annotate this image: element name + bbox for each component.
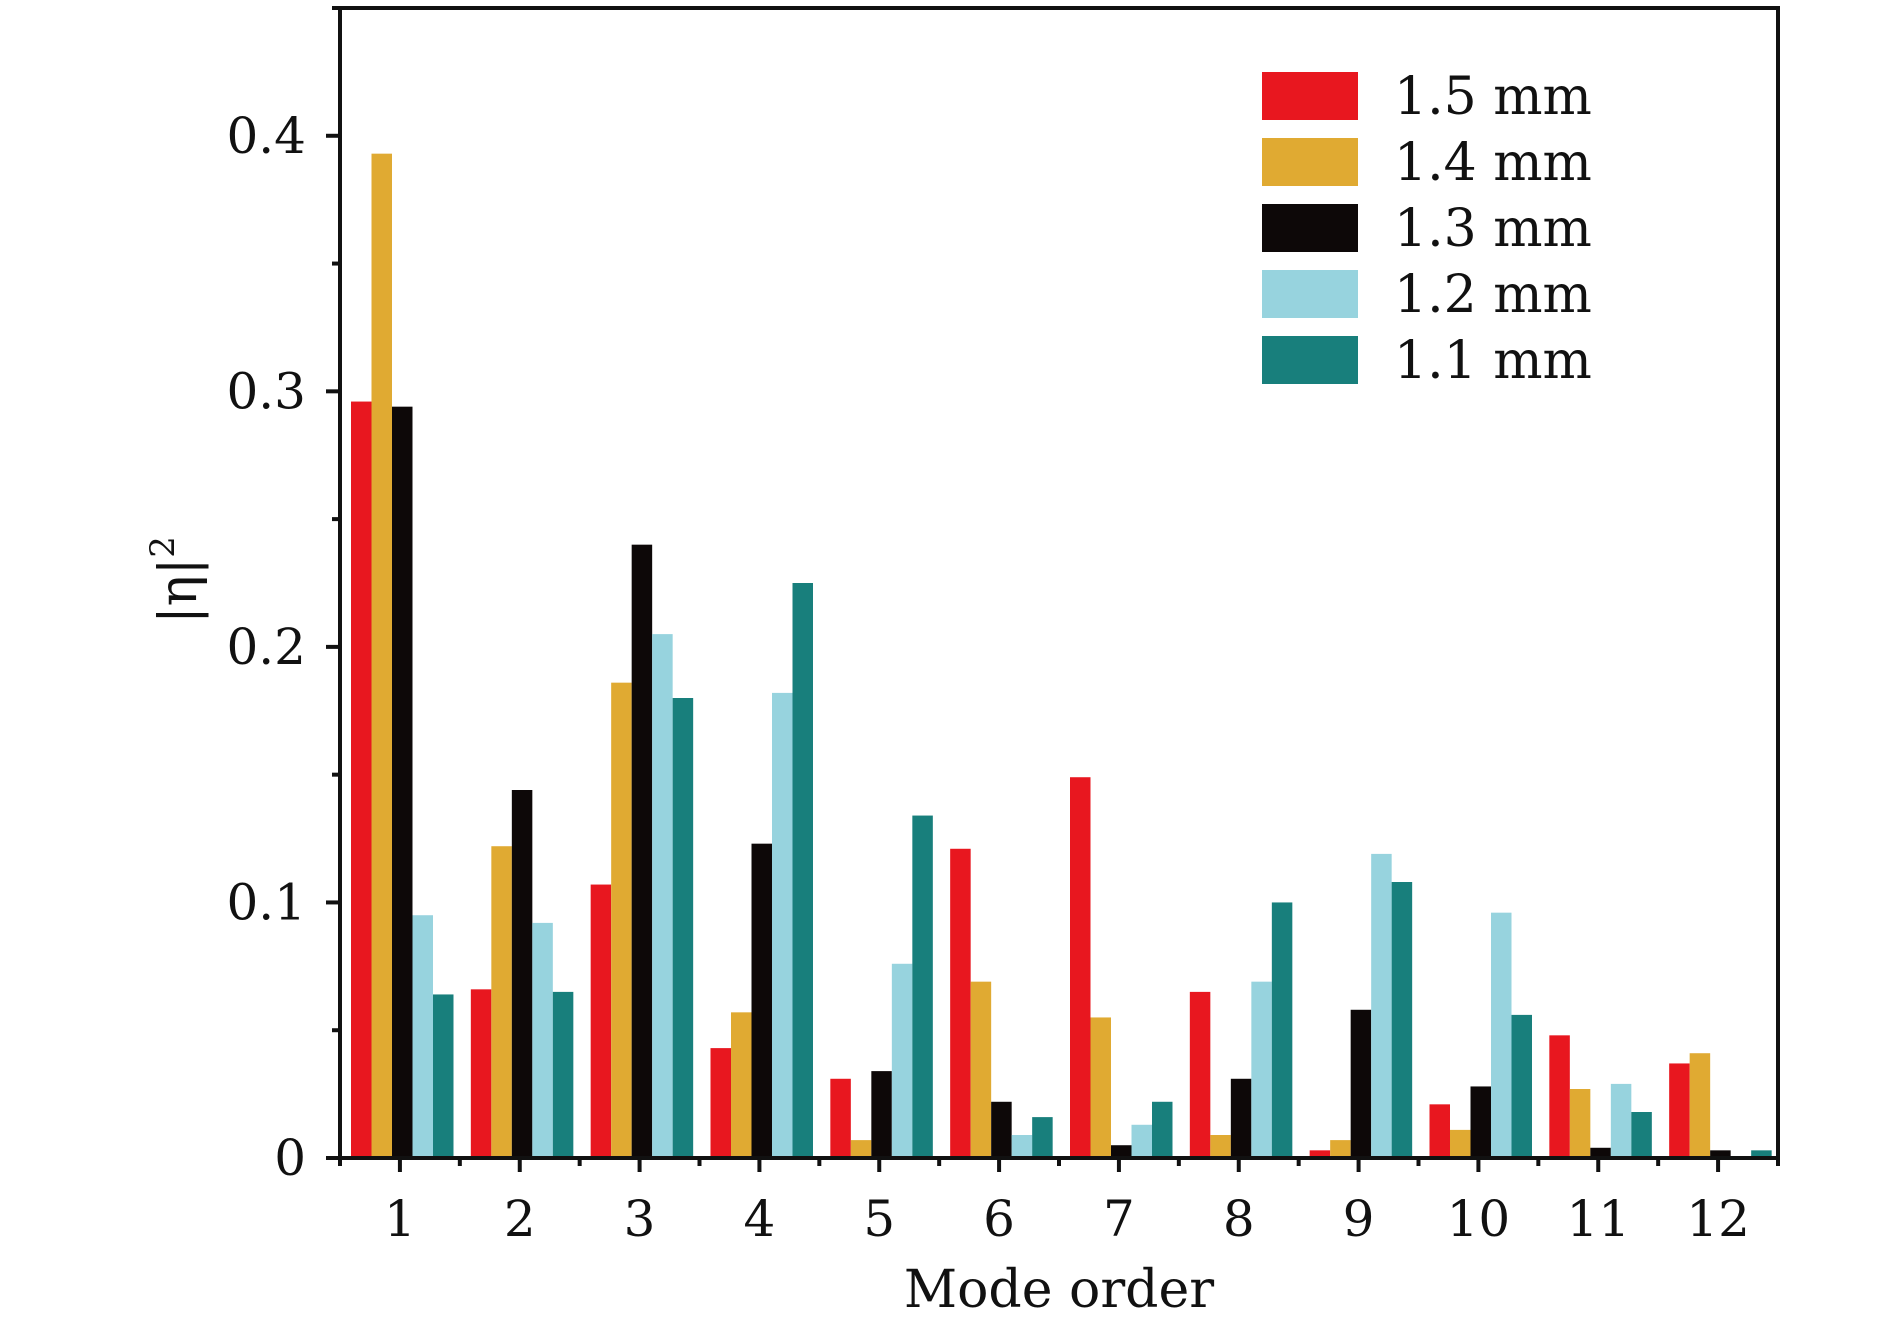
x-tick-label: 7: [1103, 1190, 1135, 1248]
bar-1p4mm-mode-5: [850, 1140, 872, 1158]
bar-1p5mm-mode-8: [1189, 991, 1211, 1158]
bar-1p1mm-mode-2: [552, 991, 574, 1158]
bar-1p1mm-mode-9: [1391, 882, 1413, 1158]
bar-1p3mm-mode-6: [991, 1101, 1012, 1158]
bar-1p5mm-mode-6: [950, 848, 971, 1158]
labels-layer: 00.10.20.30.41 2 3 4 5 6 7 8 9 10 11 12: [226, 107, 1749, 1248]
bar-1p2mm-mode-8: [1251, 981, 1272, 1158]
bar-1p5mm-mode-9: [1309, 1150, 1331, 1158]
bar-1p5mm-mode-7: [1070, 777, 1091, 1158]
bar-1p3mm-mode-7: [1111, 1145, 1132, 1158]
y-tick-label: 0: [274, 1129, 306, 1187]
bar-1p3mm-mode-5: [871, 1071, 892, 1158]
x-tick-label: 11: [1566, 1190, 1630, 1248]
bar-1p4mm-mode-7: [1090, 1017, 1111, 1158]
legend-swatch: [1262, 336, 1358, 384]
legend-swatch: [1262, 138, 1358, 186]
bar-1p4mm-mode-2: [491, 846, 512, 1158]
bar-1p4mm-mode-6: [970, 981, 992, 1158]
bar-1p2mm-mode-11: [1610, 1083, 1632, 1158]
bar-1p2mm-mode-10: [1491, 912, 1512, 1158]
legend-swatch: [1262, 204, 1358, 252]
legend-swatch: [1262, 270, 1358, 318]
x-tick-label: 3: [624, 1190, 656, 1248]
bar-1p4mm-mode-3: [611, 682, 632, 1158]
bar-1p5mm-mode-4: [710, 1048, 731, 1158]
bar-1p1mm-mode-12: [1751, 1150, 1772, 1158]
bar-1p1mm-mode-1: [433, 994, 454, 1158]
y-axis-title: |η|2: [143, 536, 209, 624]
bar-1p3mm-mode-9: [1350, 1009, 1372, 1158]
x-tick-label: 4: [744, 1190, 776, 1248]
y-tick-label: 0.2: [226, 618, 306, 676]
bar-1p4mm-mode-8: [1210, 1135, 1231, 1158]
bar-1p1mm-mode-6: [1032, 1117, 1053, 1158]
bar-1p2mm-mode-5: [891, 963, 913, 1158]
bar-1p1mm-mode-11: [1631, 1112, 1652, 1158]
legend-swatch: [1262, 72, 1358, 120]
bar-1p1mm-mode-10: [1511, 1014, 1532, 1158]
bar-1p4mm-mode-9: [1330, 1140, 1351, 1158]
bar-1p2mm-mode-3: [652, 634, 673, 1158]
bar-1p3mm-mode-12: [1710, 1150, 1731, 1158]
bar-1p5mm-mode-5: [830, 1078, 851, 1158]
legend-label: 1.5 mm: [1394, 67, 1592, 127]
bar-1p4mm-mode-11: [1569, 1089, 1591, 1158]
bar-1p4mm-mode-1: [371, 153, 392, 1158]
x-axis-title: Mode order: [904, 1260, 1214, 1320]
bar-1p5mm-mode-10: [1429, 1104, 1450, 1158]
bar-1p2mm-mode-9: [1371, 853, 1392, 1158]
bar-1p5mm-mode-2: [470, 989, 492, 1158]
bar-1p1mm-mode-8: [1271, 902, 1293, 1158]
bar-1p5mm-mode-11: [1549, 1035, 1570, 1158]
bar-1p4mm-mode-4: [731, 1012, 752, 1158]
bar-1p2mm-mode-2: [532, 922, 553, 1158]
x-tick-label: 5: [863, 1190, 895, 1248]
bar-1p3mm-mode-1: [392, 406, 413, 1159]
x-tick-label: 8: [1223, 1190, 1255, 1248]
bar-1p2mm-mode-1: [412, 915, 433, 1158]
ticks-layer: [326, 6, 1780, 1172]
y-tick-label: 0.3: [226, 362, 306, 420]
legend: 1.5 mm1.4 mm1.3 mm1.2 mm1.1 mm: [1262, 67, 1592, 391]
bar-1p1mm-mode-4: [792, 583, 813, 1158]
y-tick-label: 0.1: [226, 873, 306, 931]
bars-layer: [351, 153, 1772, 1159]
bar-1p1mm-mode-5: [912, 815, 933, 1158]
bar-1p4mm-mode-12: [1689, 1053, 1711, 1158]
x-tick-label: 2: [504, 1190, 536, 1248]
bar-1p1mm-mode-3: [672, 698, 694, 1158]
legend-label: 1.3 mm: [1394, 199, 1592, 259]
bar-1p1mm-mode-7: [1152, 1101, 1173, 1158]
x-tick-label: 10: [1447, 1190, 1511, 1248]
bar-1p5mm-mode-12: [1669, 1063, 1690, 1158]
bar-1p3mm-mode-8: [1230, 1078, 1252, 1158]
bar-1p2mm-mode-7: [1131, 1124, 1152, 1158]
x-tick-label: 9: [1343, 1190, 1375, 1248]
bar-1p3mm-mode-3: [631, 544, 653, 1158]
bar-1p5mm-mode-1: [351, 401, 372, 1158]
legend-label: 1.2 mm: [1394, 265, 1592, 325]
bar-1p5mm-mode-3: [590, 884, 612, 1158]
legend-label: 1.4 mm: [1394, 133, 1592, 193]
x-tick-label: 1: [384, 1190, 416, 1248]
bar-1p2mm-mode-4: [772, 692, 793, 1158]
x-tick-label: 6: [983, 1190, 1015, 1248]
bar-1p3mm-mode-2: [511, 790, 533, 1158]
y-tick-label: 0.4: [226, 107, 306, 165]
legend-label: 1.1 mm: [1394, 331, 1592, 391]
bar-1p4mm-mode-10: [1450, 1129, 1471, 1158]
x-tick-label: 12: [1686, 1190, 1750, 1248]
y-axis-title-main: |η|: [149, 558, 209, 624]
bar-1p3mm-mode-11: [1590, 1147, 1611, 1158]
bar-1p3mm-mode-10: [1470, 1086, 1491, 1158]
bar-1p3mm-mode-4: [751, 843, 772, 1158]
bar-1p2mm-mode-6: [1011, 1135, 1033, 1158]
y-axis-title-superscript: 2: [143, 536, 183, 558]
